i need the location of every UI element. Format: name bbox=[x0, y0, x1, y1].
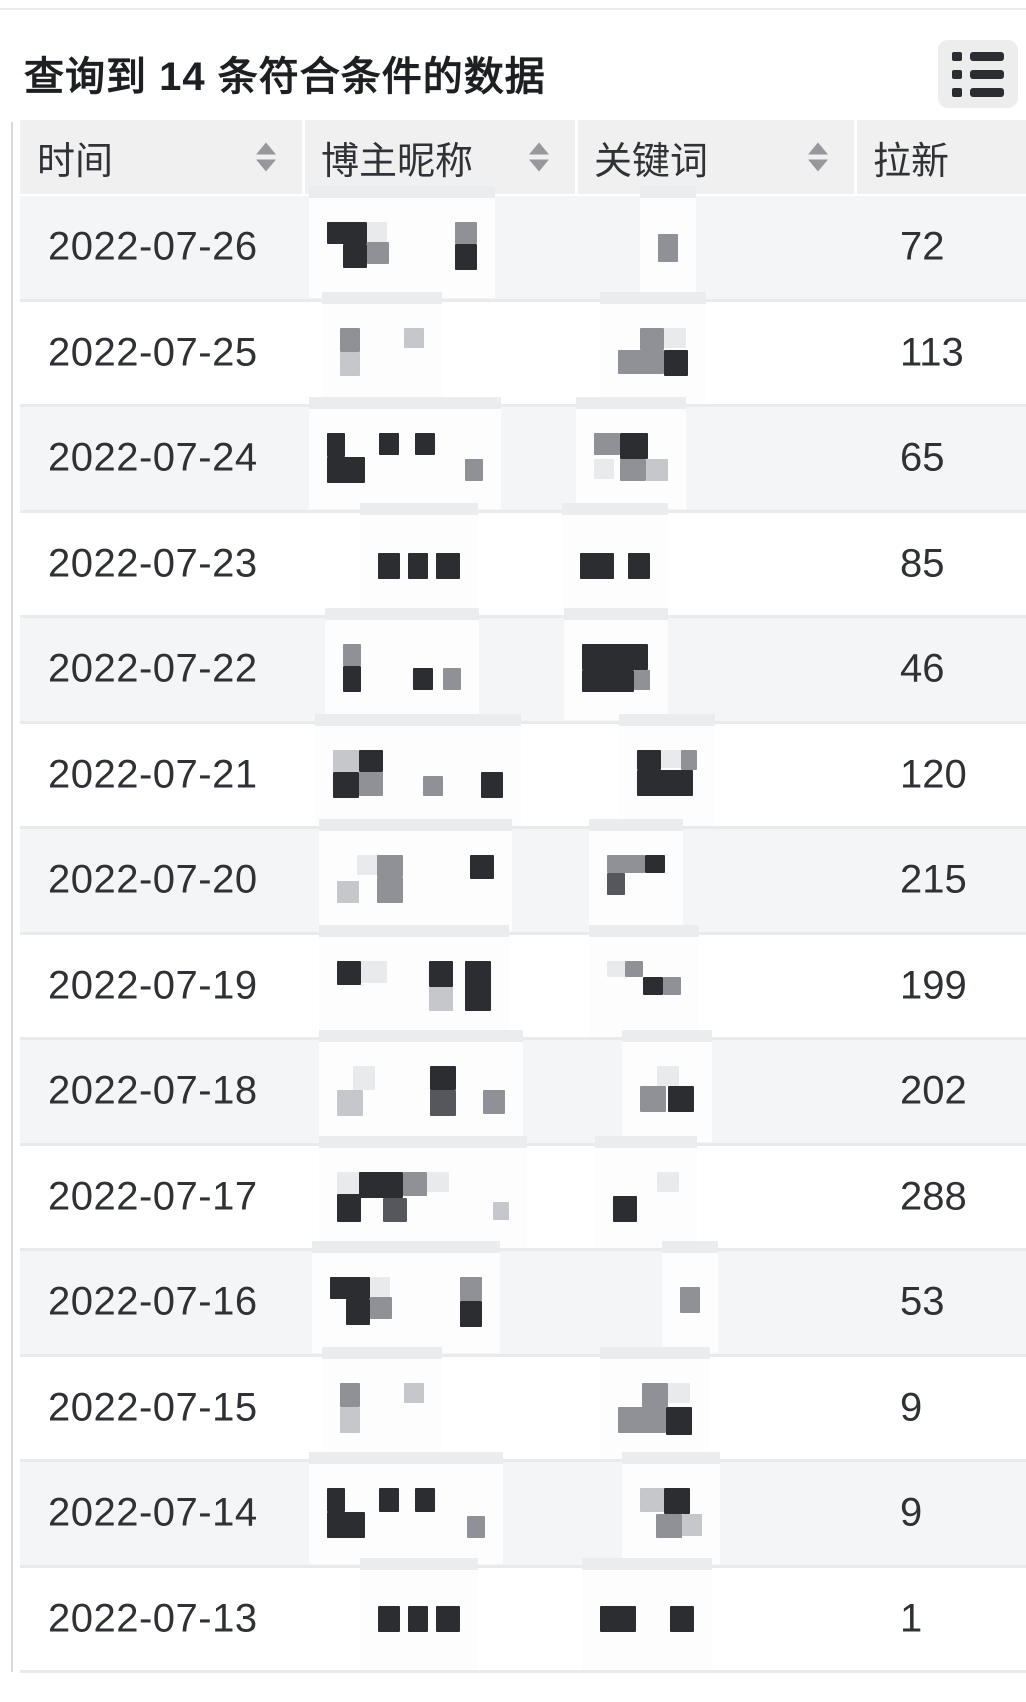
censored-nickname-mosaic bbox=[319, 924, 509, 1037]
censored-keyword-mosaic bbox=[562, 502, 668, 615]
header-label-time: 时间 bbox=[37, 140, 114, 183]
header-label-keyword: 关键词 bbox=[594, 140, 709, 183]
table-body: 2022-07-26 72 2022-07-25 113 2022-07-24 65 202… bbox=[20, 186, 1026, 1673]
table-row[interactable]: 2022-07-15 9 bbox=[20, 1346, 1026, 1462]
censored-nickname-mosaic bbox=[315, 713, 521, 826]
table-row[interactable]: 2022-07-20 215 bbox=[20, 819, 1026, 935]
censored-nickname-mosaic bbox=[360, 1557, 478, 1670]
censored-nickname-mosaic bbox=[319, 1135, 527, 1248]
censored-keyword-mosaic bbox=[576, 397, 686, 509]
table-row[interactable]: 2022-07-17 288 bbox=[20, 1135, 1026, 1251]
censored-nickname-mosaic bbox=[360, 502, 478, 615]
date-cell: 2022-07-18 bbox=[48, 1068, 258, 1113]
header-cell-laxin: 拉新 bbox=[857, 120, 1026, 194]
list-view-button[interactable] bbox=[938, 40, 1018, 108]
header-cell-nickname[interactable]: 博主昵称 bbox=[305, 120, 575, 194]
table-header: 时间 博主昵称 关键词 拉新 bbox=[20, 120, 1026, 196]
laxin-value-cell: 9 bbox=[900, 1490, 923, 1535]
censored-keyword-mosaic bbox=[622, 1452, 720, 1564]
laxin-value-cell: 65 bbox=[900, 435, 945, 480]
table-left-border bbox=[11, 122, 13, 1672]
laxin-value-cell: 199 bbox=[900, 963, 967, 1008]
censored-nickname-mosaic bbox=[319, 1030, 523, 1142]
header-cell-time[interactable]: 时间 bbox=[20, 120, 302, 194]
page-title: 查询到 14 条符合条件的数据 bbox=[24, 55, 546, 99]
date-cell: 2022-07-24 bbox=[48, 435, 258, 480]
censored-nickname-mosaic bbox=[322, 291, 442, 404]
date-cell: 2022-07-19 bbox=[48, 963, 258, 1008]
date-cell: 2022-07-13 bbox=[48, 1596, 258, 1641]
header-label-laxin: 拉新 bbox=[873, 140, 950, 183]
date-cell: 2022-07-25 bbox=[48, 330, 258, 375]
censored-nickname-mosaic bbox=[309, 1452, 503, 1564]
censored-nickname-mosaic bbox=[312, 1241, 500, 1353]
results-table: 时间 博主昵称 关键词 拉新 2022-07-26 72 2022-07-25 113… bbox=[11, 120, 1026, 1673]
date-cell: 2022-07-21 bbox=[48, 752, 258, 797]
censored-keyword-mosaic bbox=[589, 819, 683, 931]
table-row[interactable]: 2022-07-21 120 bbox=[20, 713, 1026, 829]
censored-nickname-mosaic bbox=[319, 819, 512, 931]
censored-keyword-mosaic bbox=[619, 713, 715, 826]
censored-nickname-mosaic bbox=[309, 186, 495, 298]
date-cell: 2022-07-15 bbox=[48, 1385, 258, 1430]
date-cell: 2022-07-23 bbox=[48, 541, 258, 586]
table-row[interactable]: 2022-07-26 72 bbox=[20, 186, 1026, 302]
laxin-value-cell: 72 bbox=[900, 224, 945, 269]
censored-keyword-mosaic bbox=[622, 1030, 712, 1142]
laxin-value-cell: 113 bbox=[900, 330, 964, 375]
table-row[interactable]: 2022-07-13 1 bbox=[20, 1557, 1026, 1673]
table-row[interactable]: 2022-07-14 9 bbox=[20, 1452, 1026, 1568]
censored-keyword-mosaic bbox=[600, 291, 706, 404]
table-row[interactable]: 2022-07-18 202 bbox=[20, 1030, 1026, 1146]
censored-keyword-mosaic bbox=[662, 1241, 718, 1353]
censored-nickname-mosaic bbox=[322, 1346, 442, 1459]
header-label-nickname: 博主昵称 bbox=[321, 140, 474, 183]
laxin-value-cell: 46 bbox=[900, 646, 945, 691]
sort-icon[interactable] bbox=[529, 142, 549, 172]
censored-keyword-mosaic bbox=[595, 1135, 697, 1248]
date-cell: 2022-07-17 bbox=[48, 1174, 258, 1219]
date-cell: 2022-07-16 bbox=[48, 1279, 258, 1324]
date-cell: 2022-07-22 bbox=[48, 646, 258, 691]
date-cell: 2022-07-14 bbox=[48, 1490, 258, 1535]
table-row[interactable]: 2022-07-23 85 bbox=[20, 502, 1026, 618]
censored-keyword-mosaic bbox=[640, 186, 696, 298]
laxin-value-cell: 215 bbox=[900, 857, 967, 902]
censored-nickname-mosaic bbox=[325, 608, 479, 720]
censored-keyword-mosaic bbox=[589, 924, 699, 1037]
laxin-value-cell: 53 bbox=[900, 1279, 945, 1324]
sort-icon[interactable] bbox=[808, 142, 828, 172]
table-row[interactable]: 2022-07-25 113 bbox=[20, 291, 1026, 407]
laxin-value-cell: 9 bbox=[900, 1385, 923, 1430]
laxin-value-cell: 120 bbox=[900, 752, 967, 797]
censored-keyword-mosaic bbox=[564, 608, 668, 720]
date-cell: 2022-07-26 bbox=[48, 224, 258, 269]
table-row[interactable]: 2022-07-24 65 bbox=[20, 397, 1026, 513]
laxin-value-cell: 85 bbox=[900, 541, 945, 586]
laxin-value-cell: 288 bbox=[900, 1174, 967, 1219]
table-row[interactable]: 2022-07-16 53 bbox=[20, 1241, 1026, 1357]
sort-icon[interactable] bbox=[256, 142, 276, 172]
censored-nickname-mosaic bbox=[309, 397, 501, 509]
date-cell: 2022-07-20 bbox=[48, 857, 258, 902]
laxin-value-cell: 1 bbox=[900, 1596, 923, 1641]
table-row[interactable]: 2022-07-19 199 bbox=[20, 924, 1026, 1040]
header-cell-keyword[interactable]: 关键词 bbox=[578, 120, 854, 194]
censored-keyword-mosaic bbox=[582, 1557, 712, 1670]
top-divider bbox=[0, 8, 1026, 10]
censored-keyword-mosaic bbox=[600, 1346, 710, 1459]
list-view-icon bbox=[952, 51, 1004, 97]
laxin-value-cell: 202 bbox=[900, 1068, 967, 1113]
table-row[interactable]: 2022-07-22 46 bbox=[20, 608, 1026, 724]
